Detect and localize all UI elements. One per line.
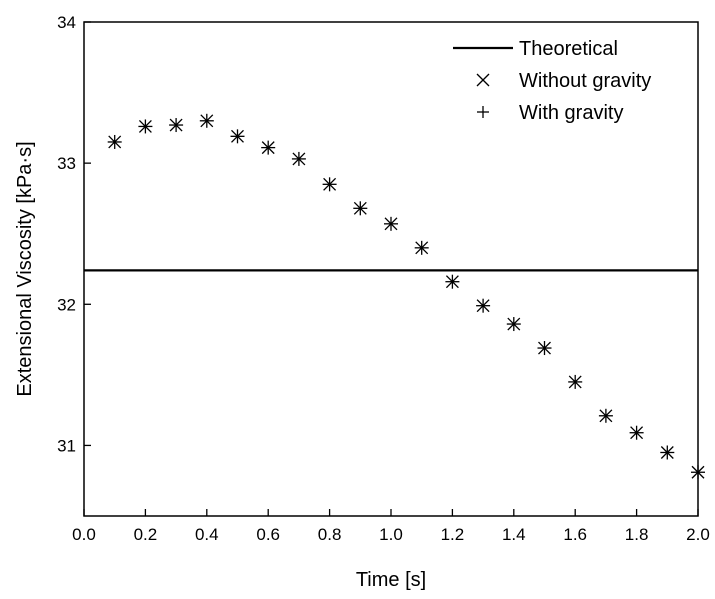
x-tick-label: 0.2 (134, 525, 158, 544)
point-with-gravity (660, 445, 675, 460)
x-tick-label: 1.2 (441, 525, 465, 544)
x-tick-label: 1.4 (502, 525, 526, 544)
y-axis-label: Extensional Viscosity [kPa·s] (14, 141, 36, 396)
point-with-gravity (537, 341, 552, 356)
plot-area-frame (83, 21, 699, 517)
point-with-gravity (261, 140, 276, 155)
legend-theoretical-label: Theoretical (519, 38, 618, 60)
y-tick-label: 34 (57, 13, 76, 32)
legend-with-gravity-label: With gravity (519, 102, 623, 124)
y-tick-label: 31 (57, 436, 76, 455)
point-with-gravity (629, 425, 644, 440)
y-tick-label: 33 (57, 154, 76, 173)
point-with-gravity (445, 274, 460, 289)
point-with-gravity (169, 118, 184, 133)
y-tick-label: 32 (57, 295, 76, 314)
x-tick-label: 0.0 (72, 525, 96, 544)
x-axis-ticks: 0.0 0.2 0.4 0.6 0.8 1.0 1.2 1.4 1.6 1.8 2.0 (72, 509, 710, 544)
point-with-gravity (322, 177, 337, 192)
x-tick-label: 1.8 (625, 525, 649, 544)
x-tick-label: 0.6 (256, 525, 280, 544)
point-with-gravity (199, 113, 214, 128)
point-with-gravity (353, 201, 368, 216)
x-tick-label: 1.6 (563, 525, 587, 544)
point-with-gravity (291, 151, 306, 166)
x-tick-label: 0.4 (195, 525, 219, 544)
point-with-gravity (107, 134, 122, 149)
x-tick-label: 0.8 (318, 525, 342, 544)
x-tick-label: 1.0 (379, 525, 403, 544)
point-with-gravity (414, 240, 429, 255)
data-markers (107, 113, 705, 480)
legend-with-gravity-swatch (477, 106, 489, 118)
legend: Theoretical Without gravity With gravity (453, 38, 651, 124)
point-with-gravity (598, 408, 613, 423)
point-with-gravity (230, 129, 245, 144)
point-with-gravity (384, 216, 398, 231)
y-axis-ticks: 31 32 33 34 (57, 13, 91, 455)
point-with-gravity (476, 298, 491, 313)
legend-without-gravity-swatch (476, 73, 490, 87)
point-with-gravity (138, 119, 153, 134)
point-with-gravity (568, 374, 583, 389)
point-with-gravity (691, 465, 705, 480)
legend-without-gravity-label: Without gravity (519, 70, 651, 92)
x-tick-label: 2.0 (686, 525, 710, 544)
point-with-gravity (506, 317, 521, 332)
x-axis-label: Time [s] (356, 569, 426, 591)
